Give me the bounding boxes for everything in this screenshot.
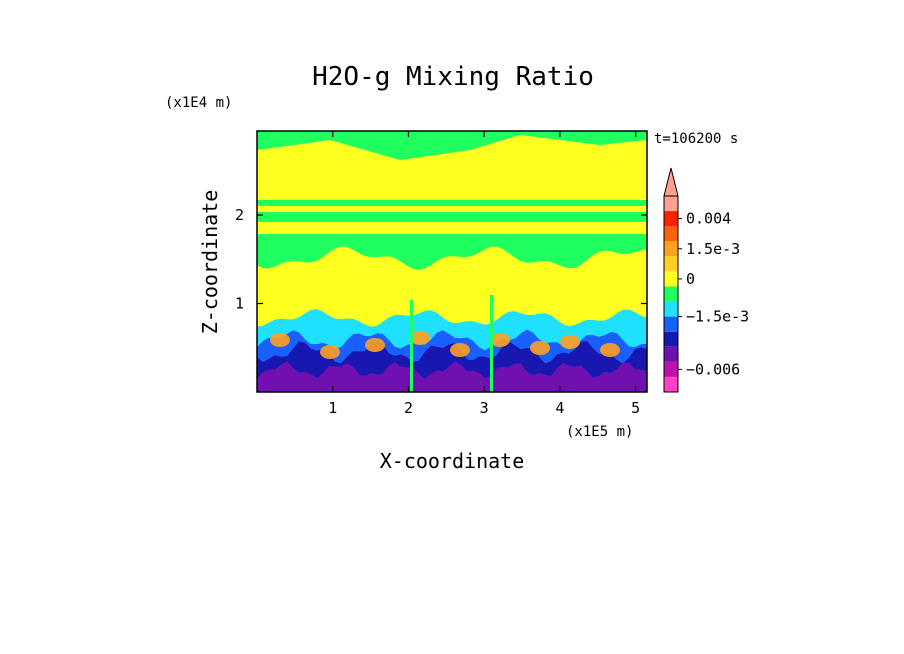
colorbar-level xyxy=(664,256,678,272)
x-axis-ticks: 1 2 3 4 5 xyxy=(328,131,640,417)
orange-plume xyxy=(530,341,550,355)
vertical-streak xyxy=(490,295,493,392)
x-tick-label: 3 xyxy=(480,399,489,417)
colorbar-arrow xyxy=(663,167,679,197)
colorbar-level xyxy=(664,271,678,287)
orange-plume xyxy=(270,333,290,347)
y-tick-label: 2 xyxy=(235,206,244,224)
band-upper-yellow xyxy=(257,135,647,200)
colorbar-level xyxy=(664,376,678,392)
x-tick-label: 5 xyxy=(631,399,640,417)
colorbar-label: 0.004 xyxy=(686,210,731,228)
colorbar-label: 1.5e-3 xyxy=(686,240,740,258)
y-axis-ticks: 12 xyxy=(235,206,647,313)
x-tick-label: 1 xyxy=(328,399,337,417)
contour-field xyxy=(257,131,647,392)
colorbar-level xyxy=(664,301,678,317)
colorbar-level xyxy=(664,211,678,227)
colorbar-label: −0.006 xyxy=(686,360,740,378)
colorbar-level xyxy=(664,226,678,242)
orange-plume xyxy=(600,343,620,357)
colorbar-level xyxy=(664,316,678,332)
vertical-streak xyxy=(410,300,413,392)
x-tick-label: 4 xyxy=(555,399,564,417)
colorbar-level xyxy=(664,286,678,302)
band-purple-layer xyxy=(257,361,647,392)
orange-plume xyxy=(365,338,385,352)
colorbar-level xyxy=(664,196,678,212)
time-label: t=106200 s xyxy=(654,131,738,147)
colorbar-level xyxy=(664,346,678,362)
colorbar: 0.004 1.5e-3 0 −1.5e-3 −0.006 xyxy=(663,167,749,393)
x-unit-label: (x1E5 m) xyxy=(566,424,633,440)
y-axis-label: Z-coordinate xyxy=(198,190,222,335)
plot-frame xyxy=(256,130,648,393)
orange-plume xyxy=(560,335,580,349)
band-upper-yellow-strip-2 xyxy=(257,222,647,234)
chart-title: H2O-g Mixing Ratio xyxy=(312,62,594,92)
colorbar-frame xyxy=(663,195,679,393)
colorbar-level xyxy=(664,361,678,377)
colorbar-label: −1.5e-3 xyxy=(686,308,749,326)
x-axis-label: X-coordinate xyxy=(380,449,525,473)
colorbar-level xyxy=(664,241,678,257)
x-tick-label: 2 xyxy=(404,399,413,417)
y-tick-label: 1 xyxy=(235,295,244,313)
colorbar-level xyxy=(664,331,678,347)
band-upper-yellow-strip xyxy=(257,206,647,212)
orange-plume xyxy=(320,345,340,359)
orange-plume xyxy=(450,343,470,357)
orange-plume xyxy=(410,331,430,345)
orange-plume xyxy=(490,333,510,347)
y-unit-label: (x1E4 m) xyxy=(165,95,232,111)
colorbar-label: 0 xyxy=(686,270,695,288)
